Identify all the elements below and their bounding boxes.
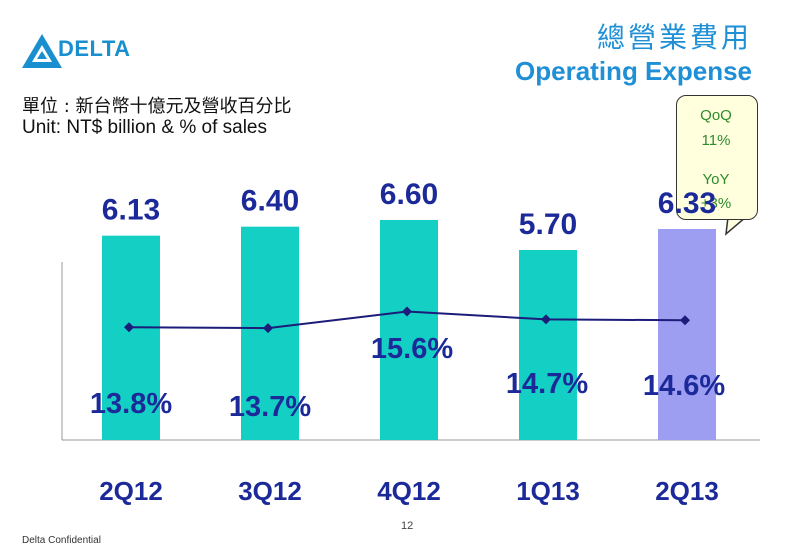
percent-label-4Q12: 15.6% <box>371 333 453 365</box>
unit-label-zh: 單位 : 新台幣十億元及營收百分比 <box>22 96 292 117</box>
bar-value-label-1Q13: 5.70 <box>519 208 577 241</box>
bar-value-label-3Q12: 6.40 <box>241 185 299 218</box>
confidential-footer: Delta Confidential <box>22 535 101 546</box>
unit-label-en: Unit: NT$ billion & % of sales <box>22 117 267 138</box>
callout-tail-cover <box>729 215 745 219</box>
percent-marker-3Q12 <box>263 323 273 334</box>
percent-label-2Q12: 13.8% <box>90 388 172 420</box>
yoy-label: YoY <box>702 171 730 188</box>
bar-value-label-2Q12: 6.13 <box>102 194 160 227</box>
callout-box <box>676 95 758 220</box>
bar-value-label-4Q12: 6.60 <box>380 178 438 211</box>
percent-label-3Q12: 13.7% <box>229 391 311 423</box>
delta-logo <box>22 34 62 68</box>
x-tick-label-2Q13: 2Q13 <box>655 476 719 506</box>
bar-4Q12 <box>380 220 438 440</box>
percent-marker-2Q12 <box>124 322 134 333</box>
callout-tail-join <box>729 215 745 219</box>
qoq-value: 11% <box>701 132 731 149</box>
bar-1Q13 <box>519 250 577 440</box>
x-tick-label-2Q12: 2Q12 <box>99 476 163 506</box>
x-tick-label-3Q12: 3Q12 <box>238 476 302 506</box>
percent-label-2Q13: 14.6% <box>643 370 725 402</box>
delta-logo-text: DELTA <box>58 36 131 61</box>
bar-2Q13 <box>658 229 716 440</box>
bar-2Q12 <box>102 235 160 440</box>
percent-marker-1Q13 <box>541 314 551 325</box>
delta-triangle-core-icon <box>37 51 47 59</box>
growth-callout: QoQ 11% YoY +3% <box>676 95 762 237</box>
page-number: 12 <box>401 520 414 532</box>
x-tick-label-1Q13: 1Q13 <box>516 476 580 506</box>
page-title-zh: 總營業費用 <box>596 21 752 54</box>
yoy-value: +3% <box>700 195 732 212</box>
bar-3Q12 <box>241 226 299 440</box>
x-tick-label-4Q12: 4Q12 <box>377 476 441 506</box>
percent-marker-2Q13 <box>680 315 690 326</box>
percent-label-1Q13: 14.7% <box>506 368 588 400</box>
page-title-en: Operating Expense <box>515 56 752 86</box>
qoq-label: QoQ <box>700 107 732 124</box>
bar-value-label-2Q13: 6.33 <box>658 187 716 220</box>
percent-marker-4Q12 <box>402 306 412 317</box>
